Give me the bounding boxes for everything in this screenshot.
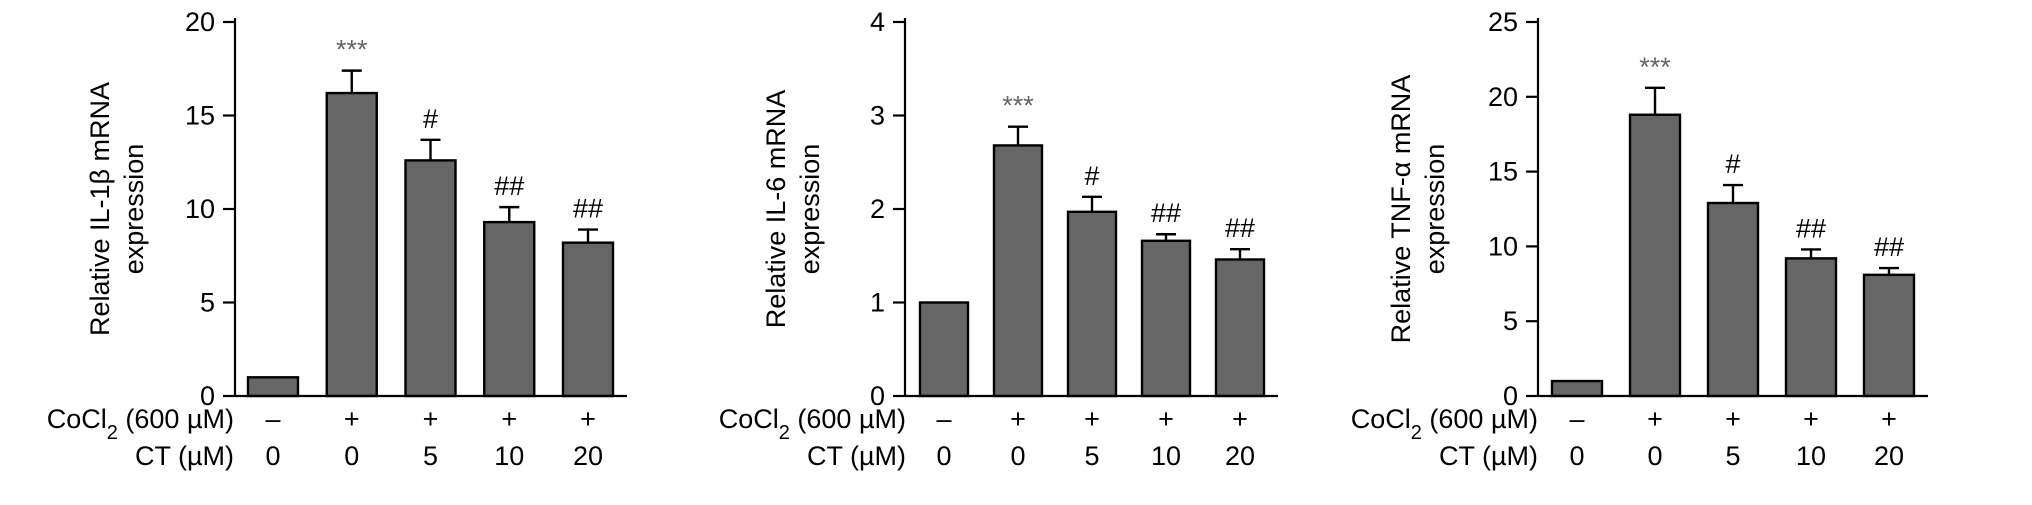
bar bbox=[404, 159, 457, 398]
bar bbox=[1784, 257, 1838, 398]
cocl2-row-label: CoCl2 (600 µM) bbox=[47, 404, 234, 444]
bar bbox=[918, 301, 970, 398]
y-tick-label: 10 bbox=[1488, 231, 1518, 261]
significance-label: ## bbox=[1225, 213, 1255, 243]
ct-value: 20 bbox=[1225, 441, 1255, 471]
significance-label: # bbox=[1725, 149, 1740, 179]
bar bbox=[1628, 113, 1682, 398]
cocl2-value: + bbox=[423, 404, 439, 434]
ct-value: 0 bbox=[1647, 441, 1662, 471]
y-tick-label: 1 bbox=[870, 288, 885, 318]
cocl2-value: – bbox=[936, 404, 951, 434]
ct-value: 10 bbox=[494, 441, 524, 471]
y-tick-label: 5 bbox=[1503, 306, 1518, 336]
y-tick-label: 4 bbox=[870, 7, 885, 37]
y-tick-label: 10 bbox=[185, 194, 215, 224]
ct-value: 0 bbox=[1569, 441, 1584, 471]
cocl2-value: + bbox=[1647, 404, 1663, 434]
ct-value: 20 bbox=[573, 441, 603, 471]
y-tick-label: 2 bbox=[870, 194, 885, 224]
cocl2-value: + bbox=[344, 404, 360, 434]
y-axis-label: Relative IL-6 mRNA bbox=[761, 90, 791, 329]
y-tick-label: 0 bbox=[1503, 381, 1518, 411]
bar bbox=[1066, 210, 1118, 398]
y-tick-label: 20 bbox=[185, 7, 215, 37]
ct-value: 0 bbox=[344, 441, 359, 471]
cocl2-value: – bbox=[1569, 404, 1584, 434]
ct-value: 0 bbox=[936, 441, 951, 471]
cocl2-row-label: CoCl2 (600 µM) bbox=[1351, 404, 1538, 444]
cocl2-row-label: CoCl2 (600 µM) bbox=[719, 404, 906, 444]
bar bbox=[1862, 273, 1916, 398]
y-axis-label: expression bbox=[119, 144, 149, 275]
ct-value: 5 bbox=[1725, 441, 1740, 471]
significance-label: *** bbox=[336, 35, 368, 65]
bar bbox=[246, 376, 300, 398]
cocl2-value: + bbox=[1158, 404, 1174, 434]
cocl2-value: + bbox=[1803, 404, 1819, 434]
y-tick-label: 15 bbox=[1488, 157, 1518, 187]
significance-label: *** bbox=[1002, 91, 1034, 121]
y-tick-label: 0 bbox=[870, 381, 885, 411]
y-tick-label: 0 bbox=[200, 381, 215, 411]
y-tick-label: 15 bbox=[185, 101, 215, 131]
bar bbox=[1706, 201, 1760, 398]
y-tick-label: 20 bbox=[1488, 82, 1518, 112]
cocl2-value: + bbox=[1232, 404, 1248, 434]
bar bbox=[561, 241, 615, 398]
cocl2-value: + bbox=[1084, 404, 1100, 434]
y-tick-label: 25 bbox=[1488, 7, 1518, 37]
bar bbox=[483, 220, 536, 398]
significance-label: ## bbox=[494, 171, 524, 201]
y-tick-label: 3 bbox=[870, 101, 885, 131]
bar bbox=[1550, 379, 1604, 398]
ct-value: 5 bbox=[1084, 441, 1099, 471]
significance-label: ## bbox=[1874, 232, 1904, 262]
ct-row-label: CT (µM) bbox=[135, 441, 234, 471]
ct-value: 10 bbox=[1151, 441, 1181, 471]
y-axis-label: Relative TNF-α mRNA bbox=[1386, 75, 1416, 344]
ct-value: 5 bbox=[423, 441, 438, 471]
significance-label: # bbox=[1084, 161, 1099, 191]
ct-value: 10 bbox=[1796, 441, 1826, 471]
ct-value: 0 bbox=[1010, 441, 1025, 471]
significance-label: # bbox=[423, 104, 438, 134]
y-axis-label: expression bbox=[1420, 144, 1450, 275]
cocl2-value: + bbox=[1010, 404, 1026, 434]
bar bbox=[1140, 239, 1192, 398]
ct-row-label: CT (µM) bbox=[1439, 441, 1538, 471]
bar bbox=[325, 91, 378, 398]
bar bbox=[1214, 258, 1266, 398]
y-axis-label: Relative IL-1β mRNA bbox=[85, 82, 115, 336]
cocl2-value: – bbox=[265, 404, 280, 434]
y-tick-label: 5 bbox=[200, 288, 215, 318]
y-axis-label: expression bbox=[795, 144, 825, 275]
cocl2-value: + bbox=[501, 404, 517, 434]
ct-value: 20 bbox=[1874, 441, 1904, 471]
significance-label: *** bbox=[1639, 52, 1671, 82]
ct-row-label: CT (µM) bbox=[807, 441, 906, 471]
cocl2-value: + bbox=[580, 404, 596, 434]
cocl2-value: + bbox=[1725, 404, 1741, 434]
ct-value: 0 bbox=[265, 441, 280, 471]
significance-label: ## bbox=[1796, 213, 1826, 243]
bar bbox=[992, 144, 1044, 398]
cocl2-value: + bbox=[1881, 404, 1897, 434]
significance-label: ## bbox=[1151, 198, 1181, 228]
significance-label: ## bbox=[573, 194, 603, 224]
